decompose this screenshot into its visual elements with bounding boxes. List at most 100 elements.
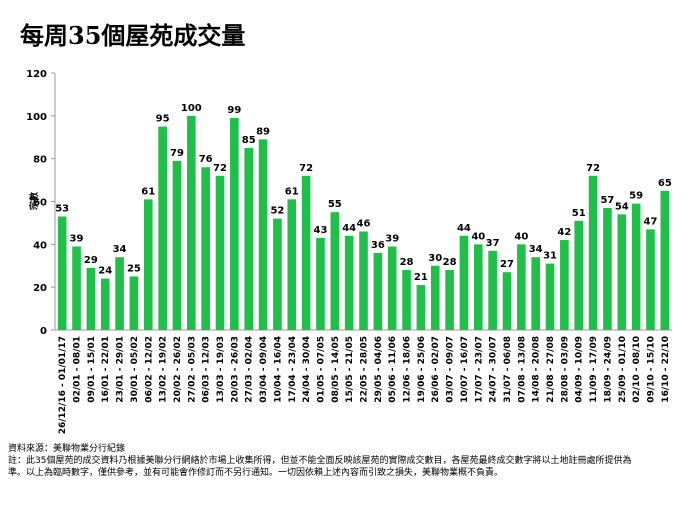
bar xyxy=(158,126,167,331)
bar xyxy=(459,235,469,330)
x-tick-label: 16/10 - 22/10 xyxy=(661,336,671,403)
data-label: 24 xyxy=(98,266,112,277)
x-tick-label: 25/09 - 01/10 xyxy=(618,336,628,403)
y-axis-label: 宗數 xyxy=(28,191,40,210)
data-label: 51 xyxy=(572,208,586,219)
note: 註：此35個屋苑的成交資料乃根據美聯分行網絡於市場上收集所得，但並不能全面反映該… xyxy=(8,456,632,478)
y-tick-label: 100 xyxy=(26,112,47,123)
bar xyxy=(603,207,612,330)
data-label: 44 xyxy=(342,223,356,234)
x-tick-label: 17/04 - 23/04 xyxy=(288,336,298,403)
x-tick-label: 29/05 - 04/06 xyxy=(374,336,384,403)
bar xyxy=(445,270,454,330)
bar xyxy=(646,229,655,330)
x-tick-label: 28/08 - 03/09 xyxy=(560,336,570,403)
data-label: 59 xyxy=(629,191,643,202)
bar xyxy=(316,237,325,330)
data-label: 36 xyxy=(371,240,385,251)
bar xyxy=(100,278,110,330)
data-label: 27 xyxy=(500,259,514,270)
data-label: 57 xyxy=(600,195,614,206)
data-label: 72 xyxy=(213,163,227,174)
y-tick-label: 0 xyxy=(40,326,47,337)
x-tick-label: 08/05 - 14/05 xyxy=(331,336,341,403)
x-tick-label: 02/10 - 08/10 xyxy=(632,336,642,403)
x-tick-label: 14/08 - 20/08 xyxy=(532,336,542,403)
bar xyxy=(373,252,383,330)
data-label: 89 xyxy=(256,126,270,137)
bar xyxy=(330,212,340,330)
bar xyxy=(258,139,268,330)
x-tick-label: 11/09 - 17/09 xyxy=(589,336,599,403)
bar xyxy=(660,190,670,330)
x-tick-label: 24/04 - 30/04 xyxy=(302,336,312,403)
x-tick-label: 02/01 - 08/01 xyxy=(73,336,83,403)
data-label: 28 xyxy=(400,257,414,268)
x-tick-label: 09/10 - 15/10 xyxy=(646,336,656,403)
x-tick-label: 20/03 - 26/03 xyxy=(230,336,240,403)
bar xyxy=(201,167,210,330)
x-tick-label: 27/02 - 05/03 xyxy=(187,336,197,403)
data-label: 72 xyxy=(586,163,600,174)
data-label: 85 xyxy=(242,135,256,146)
bar xyxy=(574,220,584,330)
x-tick-label: 06/02 - 12/02 xyxy=(144,336,154,403)
bar xyxy=(287,199,297,330)
data-label: 21 xyxy=(414,272,428,283)
x-tick-label: 10/07 - 16/07 xyxy=(460,336,470,403)
bar xyxy=(560,240,569,330)
x-tick-label: 20/02 - 26/02 xyxy=(173,336,183,403)
x-tick-label: 04/09 - 10/09 xyxy=(575,336,585,403)
bar xyxy=(230,117,239,330)
data-label: 65 xyxy=(658,178,672,189)
x-tick-label: 03/07 - 09/07 xyxy=(446,336,456,403)
data-label: 40 xyxy=(514,231,528,242)
data-label: 28 xyxy=(443,257,457,268)
bar xyxy=(86,267,96,330)
bar xyxy=(502,272,512,330)
bar xyxy=(387,246,397,330)
data-label: 61 xyxy=(285,186,299,197)
data-label: 53 xyxy=(55,203,69,214)
bar xyxy=(359,231,368,330)
bar xyxy=(57,216,67,330)
bar xyxy=(617,214,627,330)
y-tick-label: 120 xyxy=(26,69,47,80)
y-tick-label: 20 xyxy=(33,283,47,294)
x-tick-label: 22/05 - 28/05 xyxy=(360,336,370,403)
bar xyxy=(517,244,526,330)
bar xyxy=(129,276,139,330)
x-tick-label: 07/08 - 13/08 xyxy=(517,336,527,403)
x-tick-label: 16/01 - 22/01 xyxy=(101,336,111,403)
data-label: 34 xyxy=(529,244,543,255)
bar xyxy=(273,218,282,330)
data-label: 44 xyxy=(457,223,471,234)
data-label: 40 xyxy=(471,231,485,242)
data-label: 31 xyxy=(543,251,557,262)
chart: 每周35個屋苑成交量 宗數 0 20 40 60 80 100 120 26/12/16 - … xyxy=(20,21,672,434)
x-tick-label: 31/07 - 06/08 xyxy=(503,336,513,403)
x-tick-label: 30/01 - 05/02 xyxy=(130,336,140,403)
bar xyxy=(488,250,497,330)
x-tick-label: 17/07 - 23/07 xyxy=(474,336,484,403)
x-tick-label: 24/07 - 30/07 xyxy=(489,336,499,403)
bar xyxy=(187,115,196,330)
data-label: 25 xyxy=(127,263,141,274)
data-label: 39 xyxy=(385,233,399,244)
data-label: 72 xyxy=(299,163,313,174)
data-label: 100 xyxy=(181,103,202,114)
bar xyxy=(588,175,598,330)
data-label: 79 xyxy=(170,148,184,159)
x-tick-label: 27/03 - 02/04 xyxy=(245,336,255,403)
bar xyxy=(631,203,641,330)
data-label: 55 xyxy=(328,199,342,210)
bar xyxy=(416,285,426,330)
x-tick-label: 21/08 - 27/08 xyxy=(546,336,556,403)
x-tick-label: 06/03 - 12/03 xyxy=(202,336,212,403)
data-label: 37 xyxy=(486,238,500,249)
y-tick-label: 80 xyxy=(33,155,47,166)
x-tick-label: 01/05 - 07/05 xyxy=(316,336,326,403)
data-label: 46 xyxy=(357,218,371,229)
bar xyxy=(531,257,540,330)
